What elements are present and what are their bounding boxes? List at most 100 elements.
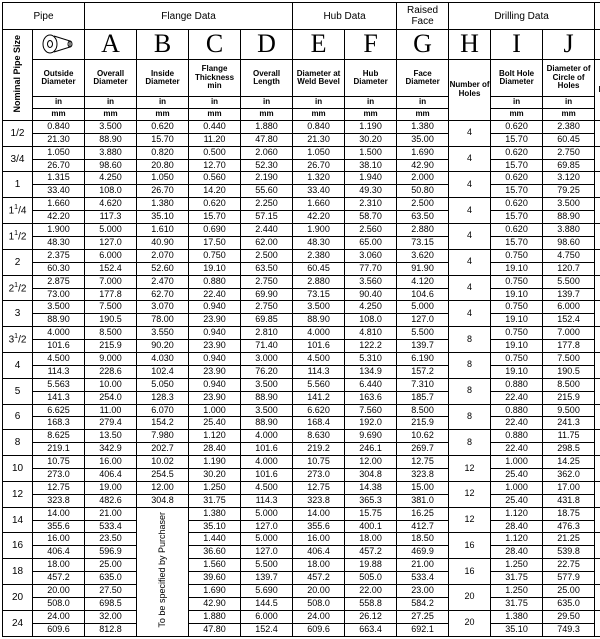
hub-diameter: 12.00304.8 xyxy=(345,456,397,482)
bolt-circle-diameter: 25.00635.0 xyxy=(543,584,595,610)
weight: 1.72 xyxy=(595,224,600,250)
flange-thickness: 0.75019.10 xyxy=(189,249,241,275)
bolt-circle-diameter: 17.00431.8 xyxy=(543,481,595,507)
overall-diameter: 8.500215.9 xyxy=(85,327,137,353)
number-of-holes: 12 xyxy=(449,481,491,507)
pipe-size: 8 xyxy=(3,430,33,456)
pipe-size: 10 xyxy=(3,456,33,482)
group-flange: Flange Data xyxy=(85,3,293,30)
weld-bevel-diameter: 1.66042.20 xyxy=(293,198,345,224)
weight: 1.01 xyxy=(595,172,600,198)
weld-bevel-diameter: 8.630219.2 xyxy=(293,430,345,456)
face-diameter: 10.62269.7 xyxy=(397,430,449,456)
overall-length: 2.25057.15 xyxy=(241,198,293,224)
flange-thickness: 0.94023.90 xyxy=(189,378,241,404)
group-hub: Hub Data xyxy=(293,3,397,30)
inside-diameter: 2.47062.70 xyxy=(137,275,189,301)
overall-diameter: 4.620117.3 xyxy=(85,198,137,224)
pipe-size: 1 xyxy=(3,172,33,198)
table-row: 1/20.84021.303.50088.900.62015.700.44011… xyxy=(3,120,600,146)
table-row: 55.563141.310.00254.05.050128.30.94023.9… xyxy=(3,378,600,404)
weight: 6.08 xyxy=(595,327,600,353)
unit-pair: inmm xyxy=(85,97,137,121)
overall-diameter: 7.000177.8 xyxy=(85,275,137,301)
overall-length: 3.00076.20 xyxy=(241,352,293,378)
table-row: 88.625219.113.50342.97.980202.71.12028.4… xyxy=(3,430,600,456)
weight: 10.6 xyxy=(595,404,600,430)
face-diameter: 5.500139.7 xyxy=(397,327,449,353)
bolt-circle-diameter: 2.75069.85 xyxy=(543,146,595,172)
group-drilling: Drilling Data xyxy=(449,3,595,30)
weld-bevel-diameter: 24.00609.6 xyxy=(293,610,345,636)
face-diameter: 23.00584.2 xyxy=(397,584,449,610)
pipe-size: 4 xyxy=(3,352,33,378)
weight: 8.56 xyxy=(595,378,600,404)
flange-thickness: 0.56014.20 xyxy=(189,172,241,198)
subhead-flange-thk: Flange Thickness min xyxy=(189,59,241,97)
bolt-circle-diameter: 2.38060.45 xyxy=(543,120,595,146)
col-letter: E xyxy=(293,30,345,60)
overall-length: 3.50088.90 xyxy=(241,404,293,430)
number-of-holes: 12 xyxy=(449,507,491,533)
hub-diameter: 4.810122.2 xyxy=(345,327,397,353)
overall-length: 6.000152.4 xyxy=(241,610,293,636)
face-diameter: 8.500215.9 xyxy=(397,404,449,430)
pipe-size: 24 xyxy=(3,610,33,636)
hub-diameter: 7.560192.0 xyxy=(345,404,397,430)
subhead-dia-weld: Diameter at Weld Bevel xyxy=(293,59,345,97)
number-of-holes: 4 xyxy=(449,275,491,301)
number-of-holes: 4 xyxy=(449,224,491,250)
inside-diameter: 3.07078.00 xyxy=(137,301,189,327)
flange-thickness: 0.94023.90 xyxy=(189,301,241,327)
purchaser-note: To be specified by Purchaser xyxy=(137,507,189,636)
flange-thickness: 0.94023.90 xyxy=(189,327,241,353)
outside-diameter: 20.00508.0 xyxy=(33,584,85,610)
face-diameter: 1.69042.90 xyxy=(397,146,449,172)
bolt-hole-diameter: 0.62015.70 xyxy=(491,224,543,250)
weld-bevel-diameter: 0.84021.30 xyxy=(293,120,345,146)
col-letter: C xyxy=(189,30,241,60)
bolt-circle-diameter: 22.75577.9 xyxy=(543,559,595,585)
face-diameter: 5.000127.0 xyxy=(397,301,449,327)
weight: 84.5 xyxy=(595,584,600,610)
overall-length: 2.44062.00 xyxy=(241,224,293,250)
overall-length: 1.88047.80 xyxy=(241,120,293,146)
weight: 0.48 xyxy=(595,120,600,146)
bolt-circle-diameter: 11.75298.5 xyxy=(543,430,595,456)
weld-bevel-diameter: 10.75273.0 xyxy=(293,456,345,482)
inside-diameter: 2.07052.60 xyxy=(137,249,189,275)
unit-pair: inmm xyxy=(543,97,595,121)
weight: 0.71 xyxy=(595,146,600,172)
col-letter: D xyxy=(241,30,293,60)
unit-pair: inmm xyxy=(293,97,345,121)
overall-length: 2.06052.30 xyxy=(241,146,293,172)
hub-diameter: 14.38365.3 xyxy=(345,481,397,507)
overall-length: 4.500114.3 xyxy=(241,481,293,507)
pipe-size: 11/4 xyxy=(3,198,33,224)
number-of-holes: 4 xyxy=(449,146,491,172)
outside-diameter: 0.84021.30 xyxy=(33,120,85,146)
overall-diameter: 3.50088.90 xyxy=(85,120,137,146)
number-of-holes: 8 xyxy=(449,404,491,430)
outside-diameter: 1.90048.30 xyxy=(33,224,85,250)
overall-length: 2.81071.40 xyxy=(241,327,293,353)
unit-pair: inmm xyxy=(397,97,449,121)
inside-diameter: 10.02254.5 xyxy=(137,456,189,482)
unit-pair: inmm xyxy=(241,97,293,121)
face-diameter: 12.75323.8 xyxy=(397,456,449,482)
weld-bevel-diameter: 1.90048.30 xyxy=(293,224,345,250)
hub-diameter: 26.12663.4 xyxy=(345,610,397,636)
table-row: 1818.00457.225.00635.01.56039.605.500139… xyxy=(3,559,600,585)
overall-length: 4.000101.6 xyxy=(241,430,293,456)
flange-thickness: 0.44011.20 xyxy=(189,120,241,146)
table-row: 44.500114.39.000228.64.030102.40.94023.9… xyxy=(3,352,600,378)
overall-length: 2.75069.90 xyxy=(241,275,293,301)
face-diameter: 1.38035.00 xyxy=(397,120,449,146)
unit-pair: inmm xyxy=(345,97,397,121)
face-diameter: 2.50063.50 xyxy=(397,198,449,224)
subhead-face-dia: Face Diameter xyxy=(397,59,449,97)
weld-bevel-diameter: 2.38060.45 xyxy=(293,249,345,275)
outside-diameter: 10.75273.0 xyxy=(33,456,85,482)
flange-thickness: 1.56039.60 xyxy=(189,559,241,585)
outside-diameter: 1.66042.20 xyxy=(33,198,85,224)
